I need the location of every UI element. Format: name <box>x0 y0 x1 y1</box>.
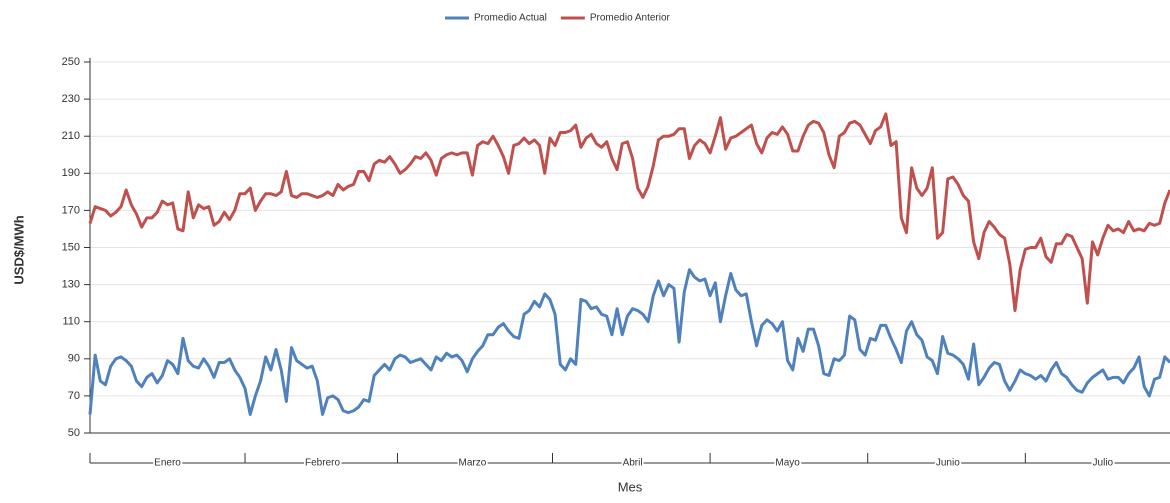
y-tick-label: 210 <box>62 130 80 142</box>
y-tick-label: 230 <box>62 93 80 105</box>
y-tick-label: 50 <box>68 427 80 439</box>
y-tick-label: 190 <box>62 167 80 179</box>
legend-label: Promedio Actual <box>474 13 547 24</box>
y-tick-label: 130 <box>62 279 80 291</box>
y-tick-label: 70 <box>68 390 80 402</box>
legend-label: Promedio Anterior <box>590 13 671 24</box>
label-background <box>1091 457 1115 469</box>
y-tick-label: 250 <box>62 56 80 68</box>
x-tick-label: Abril <box>623 458 643 469</box>
series-line <box>88 268 1170 416</box>
y-tick-label: 110 <box>62 316 80 328</box>
x-tick-label: Febrero <box>305 458 340 469</box>
label-background <box>304 457 342 469</box>
x-tick-label: Marzo <box>458 458 486 469</box>
label-background <box>934 457 962 469</box>
y-axis-label: USD$/MWh <box>11 215 26 284</box>
x-tick-label: Mayo <box>775 458 800 469</box>
y-tick-label: 170 <box>62 204 80 216</box>
x-axis-label: Mes <box>618 479 643 494</box>
x-tick-label: Junio <box>936 458 960 469</box>
label-background <box>621 457 644 469</box>
y-tick-label: 90 <box>68 353 80 365</box>
series-line <box>88 112 1170 313</box>
label-background <box>774 457 802 469</box>
label-background <box>457 457 488 469</box>
y-tick-label: 150 <box>62 241 80 253</box>
x-tick-label: Enero <box>154 458 181 469</box>
label-background <box>153 457 183 469</box>
x-tick-label: Julio <box>1093 458 1114 469</box>
